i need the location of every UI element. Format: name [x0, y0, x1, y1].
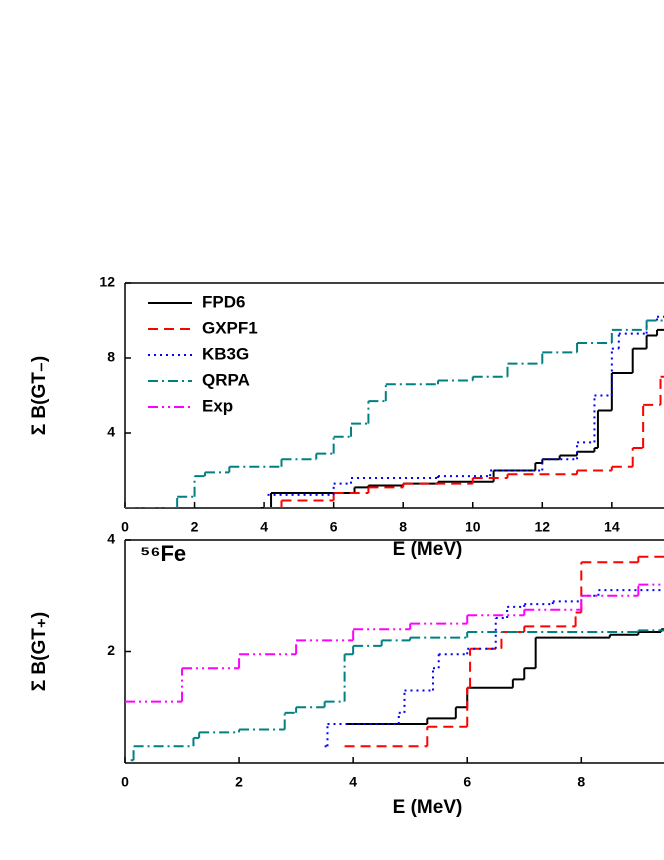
y-tick-label: 4	[107, 424, 115, 440]
legend-label: GXPF1	[202, 318, 258, 337]
plot-area	[125, 555, 664, 762]
x-tick-label: 6	[330, 519, 338, 535]
x-tick-label: 2	[191, 519, 199, 535]
x-tick-label: 6	[463, 774, 471, 790]
legend-label: KB3G	[202, 344, 249, 363]
legend-label: FPD6	[202, 292, 245, 311]
x-tick-label: 10	[465, 519, 481, 535]
x-tick-label: 4	[349, 774, 357, 790]
x-tick-label: 0	[121, 774, 129, 790]
y-tick-label: 8	[107, 349, 115, 365]
x-tick-label: 14	[604, 519, 620, 535]
x-tick-label: 12	[535, 519, 551, 535]
y-tick-label: 2	[107, 642, 115, 658]
x-tick-label: 8	[577, 774, 585, 790]
x-tick-label: 2	[235, 774, 243, 790]
x-axis-label: E (MeV)	[393, 539, 463, 560]
x-tick-label: 4	[260, 519, 268, 535]
annotation: ⁵⁶Fe	[140, 541, 186, 566]
x-axis-label: E (MeV)	[393, 797, 463, 818]
y-axis-label: Σ B(GT₋)	[29, 356, 50, 435]
legend-label: Exp	[202, 396, 233, 415]
y-tick-label: 12	[99, 274, 115, 290]
x-tick-label: 8	[399, 519, 407, 535]
y-axis-label: Σ B(GT₊)	[29, 612, 50, 691]
x-tick-label: 0	[121, 519, 129, 535]
legend-label: QRPA	[202, 370, 250, 389]
plot-area	[125, 315, 664, 508]
y-tick-label: 4	[107, 531, 115, 547]
